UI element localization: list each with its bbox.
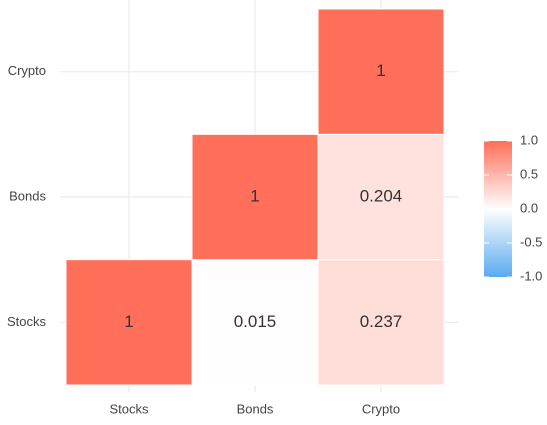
- heatmap-cell: [317, 133, 445, 261]
- cell-label: 1: [250, 186, 259, 205]
- cell-label: 1: [124, 312, 133, 331]
- colorbar-tick-label: 0.0: [520, 200, 538, 215]
- y-tick-label: Stocks: [7, 314, 47, 329]
- cell-label: 0.015: [234, 312, 277, 331]
- cell-label: 1: [376, 61, 385, 80]
- cell-label: 0.204: [360, 186, 403, 205]
- cell-label: 0.237: [360, 312, 403, 331]
- heatmap-cell: [317, 259, 445, 386]
- y-tick-label: Bonds: [9, 188, 46, 203]
- colorbar-tick-label: 1.0: [520, 132, 538, 147]
- colorbar-tick-label: -1.0: [520, 268, 542, 283]
- heatmap-cell: [191, 133, 319, 261]
- x-tick-label: Crypto: [362, 401, 400, 416]
- y-tick-label: Crypto: [8, 63, 46, 78]
- colorbar-tick-label: 0.5: [520, 166, 538, 181]
- heatmap-cell: [65, 259, 193, 386]
- x-tick-label: Stocks: [109, 401, 149, 416]
- heatmap-cell: [317, 8, 445, 135]
- x-tick-label: Bonds: [237, 401, 274, 416]
- colorbar-tick-label: -0.5: [520, 234, 542, 249]
